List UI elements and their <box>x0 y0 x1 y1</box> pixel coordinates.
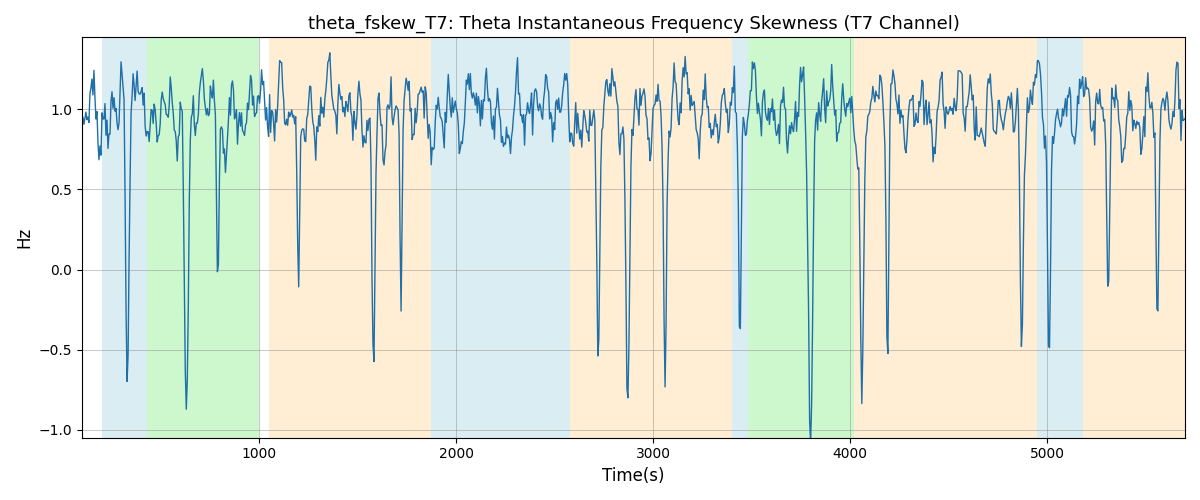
Bar <box>1082 38 1186 438</box>
Bar <box>269 38 431 438</box>
Bar <box>732 38 748 438</box>
Bar <box>1037 38 1082 438</box>
Y-axis label: Hz: Hz <box>14 227 32 248</box>
Bar <box>146 38 259 438</box>
Title: theta_fskew_T7: Theta Instantaneous Frequency Skewness (T7 Channel): theta_fskew_T7: Theta Instantaneous Freq… <box>307 15 959 34</box>
Bar <box>570 38 732 438</box>
X-axis label: Time(s): Time(s) <box>602 467 665 485</box>
Bar <box>102 38 146 438</box>
Bar <box>431 38 570 438</box>
Bar <box>748 38 854 438</box>
Bar <box>854 38 1037 438</box>
